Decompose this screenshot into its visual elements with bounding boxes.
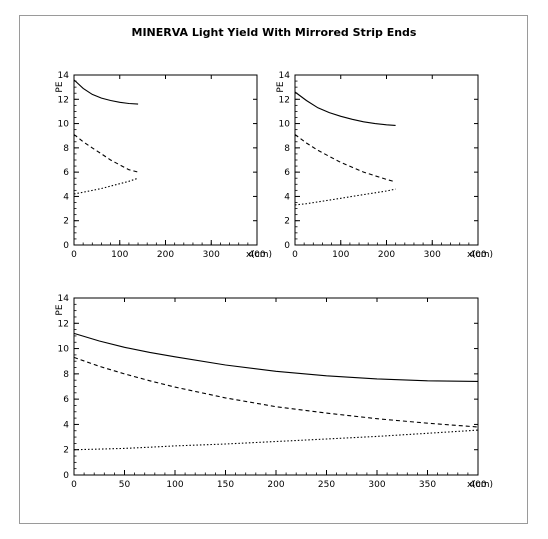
plot-0-ytick-label: 10: [58, 120, 70, 130]
plot-2-xtick-label: 0: [71, 480, 77, 490]
plot-2-xtick-label: 350: [419, 480, 436, 490]
plot-0-ytick-label: 0: [63, 241, 69, 251]
plot-2-xtick-label: 50: [119, 480, 131, 490]
plot-0-xtick-label: 200: [157, 250, 174, 260]
plot-1-ytick-label: 4: [284, 192, 290, 202]
plot-1-ytick-label: 8: [284, 144, 290, 154]
plot-2-ytick-label: 14: [58, 294, 70, 304]
plot-1-ylabel: PE: [276, 81, 286, 92]
figure-frame: [19, 15, 528, 524]
plot-2-ytick-label: 10: [58, 345, 70, 355]
plot-2-ytick-label: 6: [63, 395, 69, 405]
plot-1-xtick-label: 0: [292, 250, 298, 260]
plot-2-xtick-label: 100: [166, 480, 183, 490]
plot-1-xtick-label: 300: [424, 250, 441, 260]
plot-1-xtick-label: 100: [332, 250, 349, 260]
plot-0-series-dotted-line: [73, 177, 139, 195]
plot-1-ytick-label: 6: [284, 168, 290, 178]
plot-1-ytick-label: 10: [279, 120, 291, 130]
plot-1-xtick-label: 400: [469, 250, 486, 260]
plot-1-ytick-label: 2: [284, 217, 290, 227]
plot-2-series-dashed-line: [73, 356, 479, 428]
plot-0-xtick-label: 300: [203, 250, 220, 260]
plot-0-ytick-label: 14: [58, 71, 70, 81]
plot-1-xlabel: x(cm): [467, 250, 493, 260]
plot-2-xtick-label: 250: [318, 480, 335, 490]
plot-2-ytick-label: 0: [63, 471, 69, 481]
plot-0-frame: [73, 74, 258, 246]
plot-2-xtick-label: 200: [267, 480, 284, 490]
plot-0-ytick-label: 2: [63, 217, 69, 227]
plot-2-xlabel: x(cm): [467, 480, 493, 490]
plot-1-xtick-label: 200: [378, 250, 395, 260]
plot-0-ylabel: PE: [55, 81, 65, 92]
plot-2-ytick-label: 2: [63, 446, 69, 456]
plot-0-series-solid-line: [73, 79, 139, 105]
plot-0-xlabel: x(cm): [246, 250, 272, 260]
plot-1-ytick-label: 12: [279, 95, 290, 105]
plot-2-series-solid-line: [73, 332, 479, 382]
plot-1-series-dotted-line: [294, 188, 396, 206]
plot-1-ytick-label: 14: [279, 71, 291, 81]
plot-2-xtick-label: 400: [469, 480, 486, 490]
plot-1-ytick-label: 0: [284, 241, 290, 251]
plot-2-series-dotted-line: [73, 429, 479, 451]
plot-2-ytick-label: 8: [63, 370, 69, 380]
plot-0-xtick-label: 0: [71, 250, 77, 260]
plot-2-xtick-label: 300: [368, 480, 385, 490]
plot-2-ytick-label: 4: [63, 420, 69, 430]
plot-0-ytick-label: 6: [63, 168, 69, 178]
plot-0-series-dashed-line: [73, 134, 139, 173]
figure-title: MINERVA Light Yield With Mirrored Strip …: [131, 26, 417, 39]
plot-2-ytick-label: 12: [58, 319, 69, 329]
plot-0-ytick-label: 4: [63, 192, 69, 202]
plot-0-ytick-label: 8: [63, 144, 69, 154]
plot-0-xtick-label: 100: [111, 250, 128, 260]
plot-1-series-dashed-line: [294, 134, 396, 183]
plot-0-xtick-label: 400: [248, 250, 265, 260]
plot-0-ytick-label: 12: [58, 95, 69, 105]
plot-2-xtick-label: 150: [217, 480, 234, 490]
plot-1-series-solid-line: [294, 91, 396, 126]
plot-1-frame: [294, 74, 479, 246]
plot-2-ylabel: PE: [55, 304, 65, 315]
